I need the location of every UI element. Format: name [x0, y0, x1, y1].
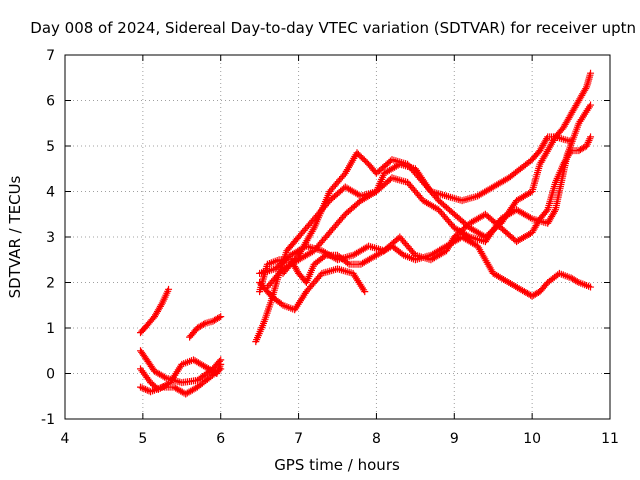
x-tick-label: 6 — [216, 431, 225, 447]
series-layer — [137, 69, 595, 398]
x-tick-label: 10 — [523, 431, 541, 447]
series-trace-6 — [252, 69, 595, 346]
x-tick-label: 8 — [372, 431, 381, 447]
ticks: 4 5 6 7 8 9 10 11 -1 0 1 2 3 4 5 6 7 — [41, 48, 619, 447]
series-markers — [252, 69, 595, 346]
series-markers — [186, 313, 225, 341]
series-trace-4 — [137, 356, 225, 393]
chart-title: Day 008 of 2024, Sidereal Day-to-day VTE… — [30, 19, 636, 37]
series-markers — [137, 356, 225, 393]
y-tick-label: 5 — [46, 139, 55, 155]
series-trace-10 — [263, 101, 595, 291]
x-axis-title: GPS time / hours — [274, 456, 400, 474]
y-tick-label: 4 — [46, 185, 55, 201]
y-tick-label: 3 — [46, 230, 55, 246]
x-tick-label: 9 — [450, 431, 459, 447]
series-markers — [256, 265, 369, 314]
series-trace-8 — [256, 265, 369, 314]
y-tick-label: 2 — [46, 276, 55, 292]
x-tick-label: 7 — [294, 431, 303, 447]
series-trace-11 — [279, 133, 575, 277]
y-tick-label: 6 — [46, 94, 55, 110]
series-trace-1 — [137, 285, 173, 337]
series-markers — [137, 285, 173, 337]
series-markers — [279, 133, 575, 277]
y-tick-label: 1 — [46, 321, 55, 337]
x-tick-label: 11 — [601, 431, 619, 447]
series-markers — [263, 101, 595, 291]
y-tick-label: 0 — [46, 367, 55, 383]
y-tick-label: -1 — [41, 412, 55, 428]
y-tick-label: 7 — [46, 48, 55, 64]
series-trace-5 — [186, 313, 225, 341]
y-axis-title: SDTVAR / TECUs — [6, 175, 24, 298]
x-tick-label: 5 — [138, 431, 147, 447]
x-tick-label: 4 — [61, 431, 70, 447]
